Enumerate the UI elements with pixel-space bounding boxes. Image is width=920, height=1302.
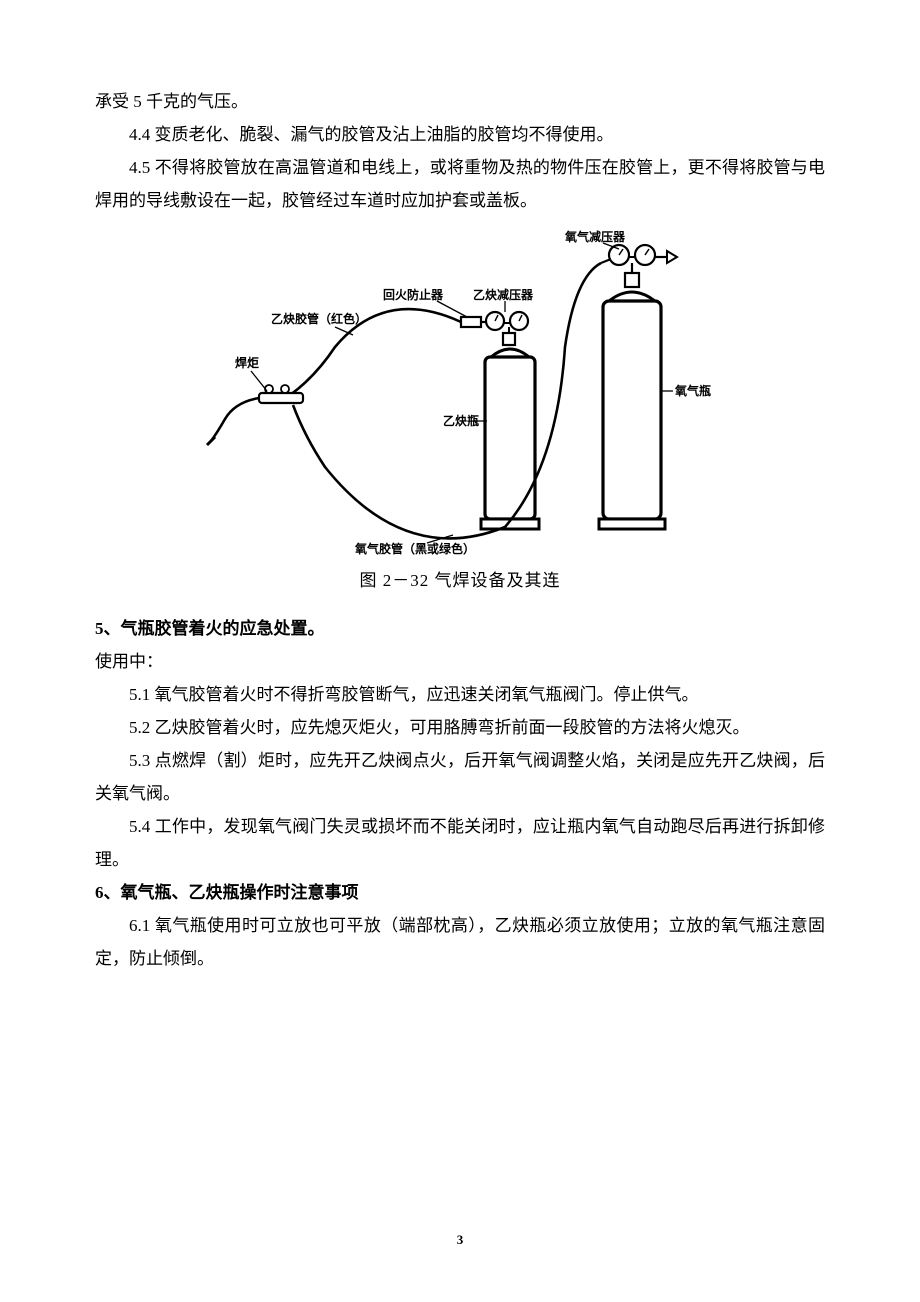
oxygen-hose-icon — [293, 263, 601, 538]
label-torch: 焊炬 — [235, 355, 259, 370]
paragraph: 5.2 乙炔胶管着火时，应先熄灭炬火，可用胳膊弯折前面一段胶管的方法将火熄灭。 — [95, 711, 825, 744]
label-acetylene-regulator: 乙炔减压器 — [473, 287, 534, 302]
paragraph: 承受 5 千克的气压。 — [95, 85, 825, 118]
oxygen-bottle-icon — [599, 245, 677, 529]
heading-6: 6、氧气瓶、乙炔瓶操作时注意事项 — [95, 876, 825, 909]
diagram-svg: 氧气减压器 回火防止器 乙炔减压器 乙炔胶管（红色） 焊炬 乙炔瓶 氧气瓶 氧气… — [205, 227, 715, 557]
document-page: 承受 5 千克的气压。 4.4 变质老化、脆裂、漏气的胶管及沾上油脂的胶管均不得… — [0, 0, 920, 1302]
heading-5: 5、气瓶胶管着火的应急处置。 — [95, 612, 825, 645]
paragraph: 5.3 点燃焊（割）炬时，应先开乙炔阀点火，后开氧气阀调整火焰，关闭是应先开乙炔… — [95, 744, 825, 810]
label-oxygen-bottle: 氧气瓶 — [674, 383, 711, 398]
paragraph: 6.1 氧气瓶使用时可立放也可平放（端部枕高），乙炔瓶必须立放使用；立放的氧气瓶… — [95, 909, 825, 975]
figure-caption: 图 2－32 气焊设备及其连 — [95, 566, 825, 596]
label-oxygen-hose: 氧气胶管（黑或绿色） — [354, 541, 475, 556]
label-oxygen-regulator: 氧气减压器 — [564, 229, 626, 244]
torch-icon — [207, 385, 303, 445]
paragraph: 4.5 不得将胶管放在高温管道和电线上，或将重物及热的物件压在胶管上，更不得将胶… — [95, 151, 825, 217]
paragraph: 5.4 工作中，发现氧气阀门失灵或损坏而不能关闭时，应让瓶内氧气自动跑尽后再进行… — [95, 810, 825, 876]
label-flashback-arrestor: 回火防止器 — [383, 287, 444, 302]
paragraph: 4.4 变质老化、脆裂、漏气的胶管及沾上油脂的胶管均不得使用。 — [95, 118, 825, 151]
paragraph: 5.1 氧气胶管着火时不得折弯胶管断气，应迅速关闭氧气瓶阀门。停止供气。 — [95, 678, 825, 711]
label-acetylene-hose: 乙炔胶管（红色） — [271, 311, 367, 326]
paragraph: 使用中： — [95, 645, 825, 678]
figure-gas-welding-equipment: 氧气减压器 回火防止器 乙炔减压器 乙炔胶管（红色） 焊炬 乙炔瓶 氧气瓶 氧气… — [95, 227, 825, 562]
page-number: 3 — [0, 1232, 920, 1248]
